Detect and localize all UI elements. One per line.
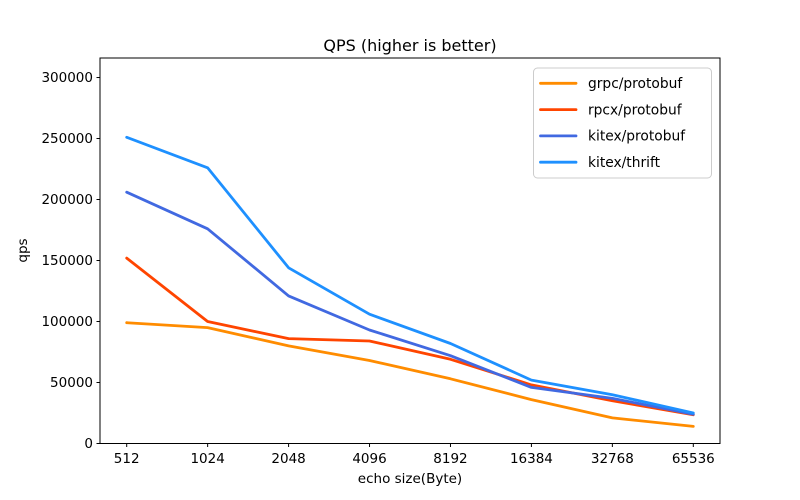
y-tick-label: 0 xyxy=(84,436,93,452)
legend-label-4: kitex/thrift xyxy=(588,155,661,171)
series-line-rpcx-protobuf xyxy=(125,256,695,417)
y-tick-label: 200000 xyxy=(41,192,93,208)
x-tick-label: 2048 xyxy=(271,451,305,467)
series-line-kitex-protobuf xyxy=(125,190,695,416)
series-line-grpc-protobuf xyxy=(125,321,695,428)
legend-label-1: grpc/protobuf xyxy=(588,76,683,92)
y-axis-label: qps xyxy=(15,238,31,262)
x-tick-label: 32768 xyxy=(591,451,634,467)
plot-border xyxy=(99,57,721,444)
y-tick-label: 150000 xyxy=(41,253,93,269)
legend-label-3: kitex/protobuf xyxy=(588,129,686,145)
y-tick-label: 250000 xyxy=(41,131,93,147)
y-tick-label: 50000 xyxy=(50,375,93,391)
x-tick-label: 65536 xyxy=(672,451,715,467)
x-tick-label: 16384 xyxy=(510,451,553,467)
series-line-kitex-thrift xyxy=(125,135,695,415)
x-tick-label: 1024 xyxy=(190,451,224,467)
x-tick-label: 512 xyxy=(114,451,140,467)
x-tick-label: 8192 xyxy=(433,451,467,467)
y-tick-label: 300000 xyxy=(41,70,93,86)
chart-title: QPS (higher is better) xyxy=(323,36,496,55)
x-axis-label: echo size(Byte) xyxy=(358,471,462,487)
x-tick-label: 4096 xyxy=(352,451,386,467)
legend-box xyxy=(533,67,712,179)
legend-label-2: rpcx/protobuf xyxy=(588,102,683,118)
y-tick-label: 100000 xyxy=(41,314,93,330)
